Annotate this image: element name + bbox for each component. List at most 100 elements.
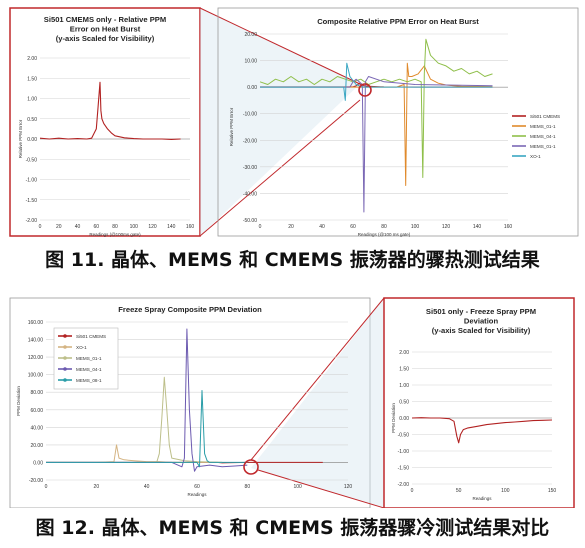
zoom-region [251,298,384,508]
chart-title: Freeze Spray Composite PPM Deviation [118,305,262,314]
y-tick-label: 120.00 [28,355,44,361]
y-tick-label: 1.50 [399,367,409,373]
y-tick-label: 100.00 [28,373,44,379]
chart-title: Error on Heat Burst [70,25,141,34]
x-tick-label: 100 [411,224,420,230]
x-tick-label: 120 [442,224,451,230]
y-tick-label: 0.50 [27,117,37,123]
y-tick-label: -50.00 [243,218,257,224]
legend-label: Si501 CMEMS [76,334,106,339]
legend-marker [63,345,67,349]
y-tick-label: -2.00 [26,218,38,224]
x-tick-label: 40 [319,224,325,230]
y-tick-label: -1.50 [398,466,410,472]
chart-title: Si501 only - Freeze Spray PPM [426,307,536,316]
inset-chart-heat-burst: 2.00 1.50 1.00 0.50 0.00 -0.50 -1.00 -1.50 -2.00… [18,15,194,237]
y-tick-label: 1.50 [27,76,37,82]
series-line-xo-1 [260,62,493,101]
y-tick-label: 20.00 [30,443,43,449]
legend-label: MEMS_01-1 [76,356,102,361]
chart-title: Deviation [464,317,499,326]
chart-title: Si501 CMEMS only - Relative PPM [44,15,166,24]
y-tick-label: 160.00 [28,320,44,326]
chart-title: (y-axis Scaled for Visibility) [432,326,531,335]
x-tick-label: 80 [245,484,251,490]
y-tick-label: 2.00 [27,56,37,62]
y-tick-label: 60.00 [30,408,43,414]
series-line-mems-08-1 [46,390,248,468]
y-tick-label: -2.00 [398,482,410,488]
x-tick-label: 60 [350,224,356,230]
x-tick-label: 50 [456,488,462,494]
figure-12: 160.00 140.00 120.00 100.00 80.00 60.00 40.00 2… [0,290,585,513]
y-tick-label: -0.50 [26,157,38,163]
y-tick-label: 0.00 [247,85,257,91]
y-tick-label: 0.50 [399,400,409,406]
composite-chart-heat-burst: 20.00 10.00 0.00 -10.00 -20.00 -30.00 -40.00 -5… [229,17,560,237]
y-tick-label: -20.00 [243,138,257,144]
series-line-series [39,81,181,140]
series-line-mems-01-1 [46,376,223,463]
y-tick-label: -1.50 [26,198,38,204]
legend-label: XO-1 [530,154,541,159]
inset-frame [9,7,201,237]
x-tick-label: 60 [194,484,200,490]
y-tick-label: -0.50 [398,433,410,439]
inset-frame [383,297,575,509]
x-tick-label: 160 [504,224,513,230]
y-tick-label: 2.00 [399,350,409,356]
x-tick-label: 0 [259,224,262,230]
composite-chart-freeze-spray: 160.00 140.00 120.00 100.00 80.00 60.00 40.00 2… [16,305,352,497]
y-tick-label: 1.00 [399,383,409,389]
x-tick-label: 140 [473,224,482,230]
y-tick-label: 20.00 [244,32,257,38]
y-axis-label: PPM Deviation [16,386,21,416]
y-tick-label: -1.00 [398,449,410,455]
figure-11: 2.00 1.50 1.00 0.50 0.00 -0.50 -1.00 -1.50 -2.00… [0,0,585,245]
legend-label: MEMS_04-1 [76,367,102,372]
x-tick-label: 100 [130,224,139,230]
series-line-series [411,417,553,444]
y-tick-label: -1.00 [26,178,38,184]
inset-chart-freeze-spray: 2.00 1.50 1.00 0.50 0.00 -0.50 -1.00 -1.50 -2.00… [391,307,556,501]
figure-12-charts: 160.00 140.00 120.00 100.00 80.00 60.00 40.00 2… [9,297,575,509]
legend-marker [63,334,67,338]
series-line-mems-04-1 [259,38,493,178]
legend-label: Si501 CMEMS [530,114,560,119]
zoom-line-top [250,297,385,461]
x-tick-label: 100 [293,484,302,490]
x-tick-label: 150 [548,488,557,494]
series-line-mems-04-1 [46,328,248,472]
x-axis-label: Readings [187,492,207,497]
chart-title: (y-axis Scaled for Visibility) [56,34,155,43]
x-tick-label: 120 [344,484,353,490]
legend-label: MEMS_08-1 [76,378,102,383]
y-axis-label: Relative PPM Error [18,119,23,158]
legend-marker [63,367,67,371]
legend-label: MEMS_01-1 [530,124,556,129]
zoom-line-bottom [199,99,361,237]
x-tick-label: 80 [381,224,387,230]
zoom-region [200,8,360,236]
y-axis-label: PPM Deviation [391,403,396,433]
y-tick-label: 1.00 [27,97,37,103]
x-axis-label: Readings (@100ms gate) [89,232,141,237]
figure-11-caption: 图 11. 晶体、MEMS 和 CMEMS 振荡器的骤热测试结果 [45,249,540,271]
y-tick-label: 0.00 [27,137,37,143]
x-tick-label: 20 [94,484,100,490]
legend-label: MEMS_01-1 [530,144,556,149]
y-tick-label: 80.00 [30,390,43,396]
x-tick-label: 0 [411,488,414,494]
x-tick-label: 40 [75,224,81,230]
x-tick-label: 20 [288,224,294,230]
x-tick-label: 80 [112,224,118,230]
x-tick-label: 140 [167,224,176,230]
x-tick-label: 160 [186,224,195,230]
figure-11-charts: 2.00 1.50 1.00 0.50 0.00 -0.50 -1.00 -1.50 -2.00… [9,7,579,237]
legend-marker [63,356,67,360]
x-tick-label: 20 [56,224,62,230]
x-tick-label: 120 [148,224,157,230]
series-line-xo-1 [46,444,223,463]
legend-label: MEMS_04-1 [530,134,556,139]
y-tick-label: 140.00 [28,338,44,344]
